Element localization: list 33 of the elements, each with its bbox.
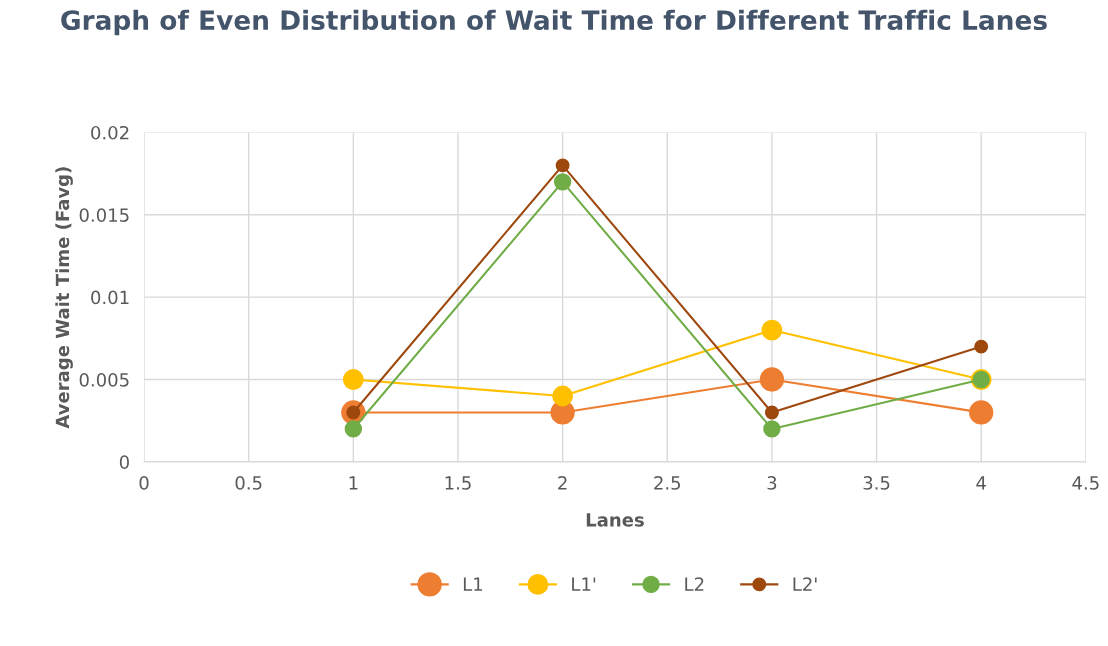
point [763, 420, 781, 438]
point [344, 420, 363, 438]
legend-label: L2 [685, 577, 704, 591]
legend-label: L1' [572, 577, 596, 591]
y-tick-label: 0.015 [79, 208, 129, 222]
legend-label: L2' [793, 577, 817, 591]
x-tick-label: 3.5 [863, 476, 890, 490]
y-tick-label: 0.01 [91, 290, 129, 305]
x-tick-label: 4.5 [1072, 476, 1099, 490]
y-tick-label: 0.02 [91, 125, 129, 140]
x-tick-label: 1 [349, 476, 358, 490]
point [555, 158, 570, 173]
point [553, 173, 572, 191]
point [974, 339, 989, 354]
legend-label: L1 [463, 577, 483, 591]
chart-title: Graph of Even Distribution of Wait Time for Different Traffic Lanes [61, 9, 1047, 36]
x-axis-title: Lanes [586, 513, 644, 527]
y-axis-title: Average Wait Time (Favg) [55, 167, 73, 429]
x-tick-label: 0 [139, 476, 149, 490]
point [342, 369, 364, 390]
x-tick-label: 2.5 [654, 476, 681, 490]
point [969, 400, 994, 425]
point [552, 385, 574, 407]
x-tick-label: 3 [767, 476, 777, 490]
x-tick-label: 2 [558, 476, 567, 490]
point [764, 405, 779, 420]
y-tick-label: 0.005 [79, 372, 129, 387]
x-tick-label: 0.5 [235, 476, 262, 490]
y-tick-label: 0 [119, 455, 129, 470]
point [761, 319, 783, 341]
x-tick-label: 4 [976, 476, 986, 490]
x-tick-label: 1.5 [445, 476, 471, 490]
point [759, 367, 785, 392]
